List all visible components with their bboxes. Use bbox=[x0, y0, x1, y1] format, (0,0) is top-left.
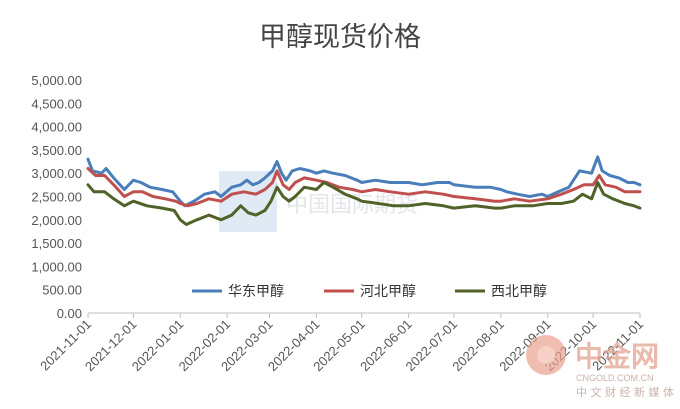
logo-tagline: 中 文 财 经 新 媒 体 bbox=[576, 385, 674, 399]
y-tick-label: 1,500.00 bbox=[31, 236, 82, 251]
y-tick-label: 0.00 bbox=[57, 306, 82, 321]
series-line bbox=[86, 155, 642, 208]
series-line bbox=[86, 167, 642, 208]
y-tick-label: 5,000.00 bbox=[31, 73, 82, 88]
y-tick-label: 1,000.00 bbox=[31, 259, 82, 274]
y-tick-label: 3,500.00 bbox=[31, 143, 82, 158]
y-tick-label: 2,000.00 bbox=[31, 213, 82, 228]
series-line bbox=[86, 181, 642, 226]
chart-title: 甲醇现货价格 bbox=[259, 22, 421, 53]
legend-label: 华东甲醇 bbox=[228, 283, 284, 300]
series-layer bbox=[86, 155, 642, 226]
y-axis: 0.00 500.00 1,000.00 1,500.00 2,000.00 2,500.… bbox=[31, 73, 82, 321]
y-tick-label: 2,500.00 bbox=[31, 190, 82, 205]
legend: 华东甲醇 河北甲醇 西北甲醇 bbox=[192, 283, 547, 300]
y-tick-label: 4,000.00 bbox=[31, 120, 82, 135]
logo-domain: CNGOLD.COM.CN bbox=[576, 373, 654, 383]
y-tick-label: 500.00 bbox=[42, 283, 82, 298]
watermark-logo: 中金网 CNGOLD.COM.CN 中 文 财 经 新 媒 体 bbox=[526, 335, 674, 399]
legend-label: 河北甲醇 bbox=[360, 283, 416, 300]
y-tick-label: 4,500.00 bbox=[31, 96, 82, 111]
logo-name: 中金网 bbox=[575, 340, 659, 373]
y-tick-label: 3,000.00 bbox=[31, 166, 82, 181]
legend-label: 西北甲醇 bbox=[491, 283, 547, 300]
logo-emblem-inner-icon bbox=[537, 346, 555, 364]
